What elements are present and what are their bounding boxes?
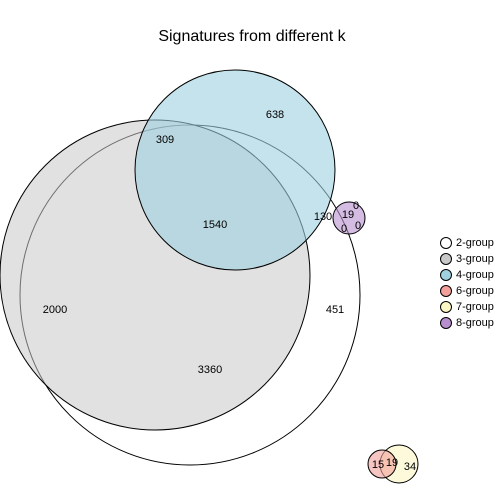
venn-4-group xyxy=(135,70,335,270)
legend-swatch xyxy=(440,317,452,329)
region-count: 15 xyxy=(372,459,384,471)
legend-swatch xyxy=(440,269,452,281)
region-count: 0 xyxy=(341,223,347,235)
region-count: 2000 xyxy=(43,304,67,316)
region-count: 1540 xyxy=(203,219,227,231)
legend-item: 7-group xyxy=(440,299,494,315)
legend-label: 6-group xyxy=(456,285,494,297)
region-count: 0 xyxy=(355,220,361,232)
region-count: 638 xyxy=(266,109,284,121)
legend-item: 3-group xyxy=(440,251,494,267)
region-count: 0 xyxy=(353,200,359,212)
region-count: 3360 xyxy=(198,364,222,376)
region-count: 130 xyxy=(314,211,332,223)
legend-label: 2-group xyxy=(456,237,494,249)
legend-swatch xyxy=(440,237,452,249)
legend-label: 3-group xyxy=(456,253,494,265)
legend-item: 2-group xyxy=(440,235,494,251)
legend-swatch xyxy=(440,285,452,297)
legend-label: 7-group xyxy=(456,301,494,313)
legend-swatch xyxy=(440,253,452,265)
legend: 2-group 3-group 4-group 6-group 7-group 8-gro… xyxy=(440,235,494,331)
legend-label: 8-group xyxy=(456,317,494,329)
legend-item: 6-group xyxy=(440,283,494,299)
region-count: 309 xyxy=(156,134,174,146)
legend-swatch xyxy=(440,301,452,313)
region-count: 451 xyxy=(326,304,344,316)
legend-item: 8-group xyxy=(440,315,494,331)
region-count: 34 xyxy=(404,461,416,473)
legend-label: 4-group xyxy=(456,269,494,281)
region-count: 19 xyxy=(386,457,398,469)
venn-canvas xyxy=(0,0,504,504)
legend-item: 4-group xyxy=(440,267,494,283)
